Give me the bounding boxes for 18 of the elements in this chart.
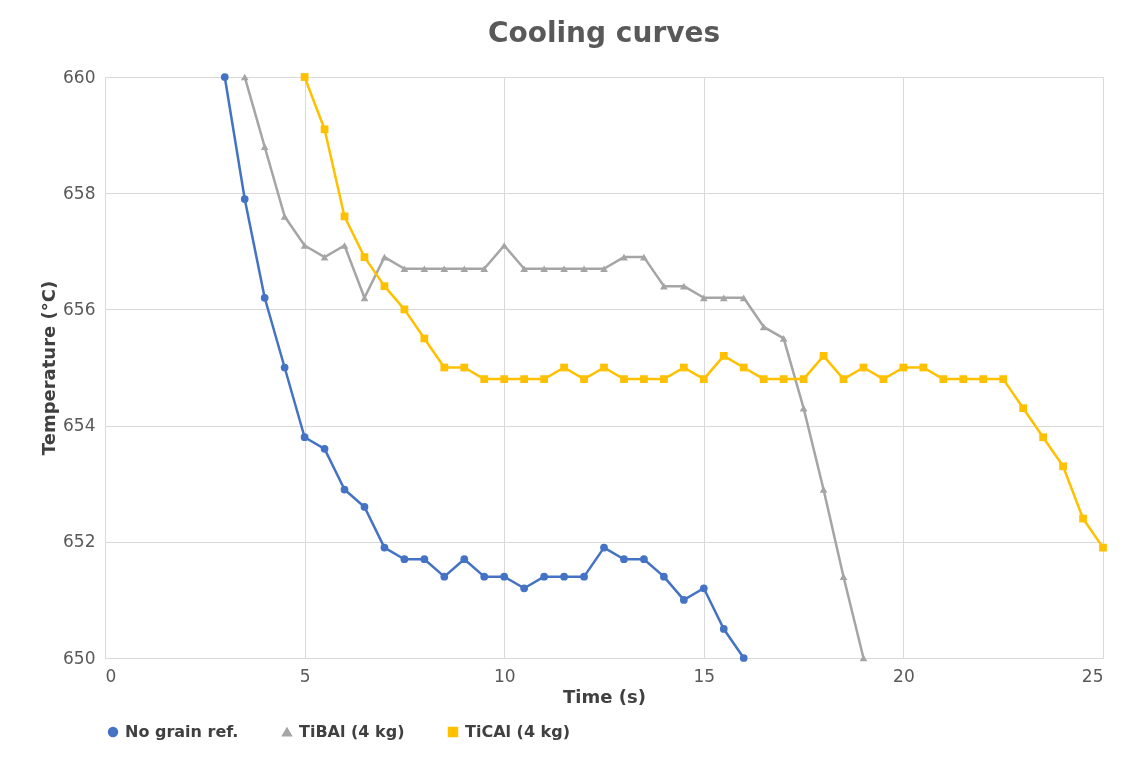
y-tick-label: 660 <box>63 66 96 87</box>
y-tick-label: 650 <box>63 647 96 668</box>
legend-label: TiCAl (4 kg) <box>465 722 570 741</box>
x-axis-title: Time (s) <box>563 685 646 707</box>
y-axis-title: Temperature (°C) <box>38 280 60 456</box>
y-tick-label: 656 <box>63 298 96 319</box>
y-tick-label: 658 <box>63 182 96 203</box>
y-tick-label: 652 <box>63 531 96 552</box>
x-tick-label: 0 <box>105 665 117 686</box>
x-tick-label: 10 <box>493 665 516 686</box>
chart-title: Cooling curves <box>487 16 721 49</box>
x-tick-label: 15 <box>693 665 716 686</box>
y-tick-label: 654 <box>63 415 96 436</box>
legend-label: No grain ref. <box>125 722 239 741</box>
x-tick-label: 5 <box>299 665 311 686</box>
x-tick-label: 25 <box>1081 665 1104 686</box>
legend-label: TiBAl (4 kg) <box>299 722 405 741</box>
x-tick-label: 20 <box>893 665 915 686</box>
